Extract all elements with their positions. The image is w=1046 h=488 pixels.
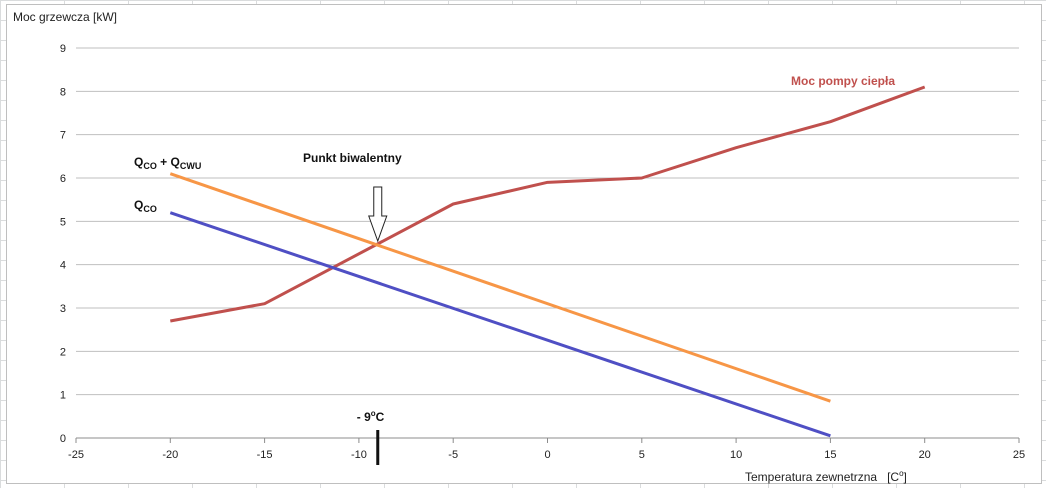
y-tick-label: 9 [60,43,66,55]
series-lines [169,85,926,438]
x-tick-label: -15 [257,449,273,461]
y-tick-label: 8 [60,86,66,98]
x-tick-labels: -25 -20 -15 -10 -5 0 5 10 15 20 25 [68,449,1025,461]
y-tick-label: 2 [60,346,66,358]
x-axis-unit-sup: o [899,469,904,478]
x-tick-label: 15 [824,449,836,461]
y-tick-label: 6 [60,173,66,185]
temperature-marker-sup: o [371,409,376,418]
series-label-qco-qcwu-part: + Q [157,155,180,169]
x-tick-label: 5 [639,449,645,461]
chart-area: 0 1 2 3 4 5 6 7 8 9 -25 -20 -15 -10 -5 0 5 10 15 20 25 Punk… [6,4,1042,484]
series-label-qco-qcwu: QCO + QCWU [134,155,201,171]
y-tick-label: 4 [60,260,66,272]
y-tick-label: 5 [60,216,66,228]
x-axis-unit: [C [887,470,899,484]
series-label-qco-qcwu-part: CWU [180,161,202,171]
temperature-marker-unit: C [376,410,385,424]
series-label-qco-qcwu-part: Q [134,155,143,169]
series-label-heat-pump: Moc pompy ciepła [791,74,895,88]
bivalent-arrow-icon [368,186,388,243]
line-chart: 0 1 2 3 4 5 6 7 8 9 -25 -20 -15 -10 -5 0 5 10 15 20 25 Punk… [13,10,1025,484]
y-axis-title: Moc grzewcza [kW] [13,10,117,24]
grid-lines [75,47,1020,443]
y-tick-label: 1 [60,390,66,402]
x-tick-label: -10 [351,449,367,461]
x-tick-label: -25 [68,449,84,461]
x-tick-label: -5 [448,449,458,461]
x-tick-label: 0 [544,449,550,461]
temperature-marker-label: - 9oC [357,409,385,424]
y-tick-label: 3 [60,303,66,315]
x-axis-title: Temperatura zewnetrzna [Co] [745,469,907,484]
y-tick-label: 0 [60,433,66,445]
temperature-marker-value: - 9 [357,410,371,424]
y-tick-label: 7 [60,130,66,142]
series-label-qco-part: Q [134,198,143,212]
x-axis-title-text: Temperatura zewnetrzna [745,470,877,484]
x-tick-label: 25 [1013,449,1025,461]
x-tick-label: 20 [919,449,931,461]
series-line-1 [169,172,831,403]
y-tick-labels: 0 1 2 3 4 5 6 7 8 9 [60,43,66,445]
bivalent-point-label: Punkt biwalentny [303,151,402,165]
x-axis-unit-end: ] [904,470,907,484]
series-line-2 [169,211,831,438]
series-label-qco-part: CO [143,204,157,214]
series-label-qco: QCO [134,198,157,214]
series-label-qco-qcwu-part: CO [143,161,157,171]
x-tick-label: 10 [730,449,742,461]
x-tick-label: -20 [162,449,178,461]
annotations: Punkt biwalentny - 9oC [303,151,402,465]
series-line-0 [170,85,926,323]
